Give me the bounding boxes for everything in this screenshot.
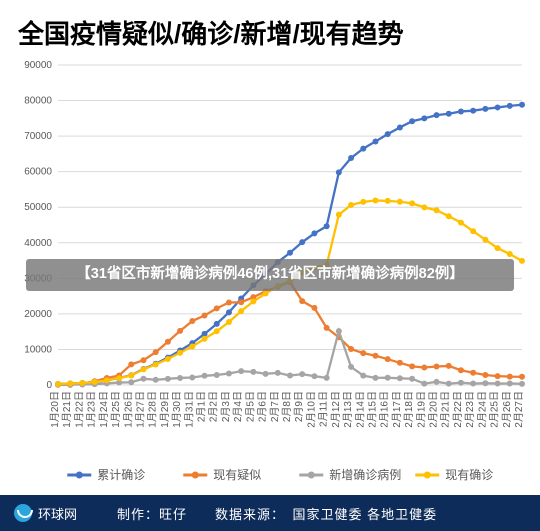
svg-text:1月26日: 1月26日	[122, 391, 134, 428]
svg-text:2月15日: 2月15日	[366, 391, 378, 428]
svg-text:2月10日: 2月10日	[305, 391, 317, 428]
page-title: 全国疫情疑似/确诊/新增/现有趋势	[0, 0, 540, 55]
svg-text:2月27日: 2月27日	[513, 391, 525, 428]
svg-text:2月6日: 2月6日	[257, 391, 269, 422]
svg-text:2月19日: 2月19日	[415, 391, 427, 428]
svg-text:现有疑似: 现有疑似	[213, 467, 261, 482]
svg-text:60000: 60000	[24, 167, 52, 178]
svg-text:2月11日: 2月11日	[318, 391, 330, 427]
svg-text:2月4日: 2月4日	[232, 391, 244, 422]
globe-icon	[14, 504, 32, 522]
svg-text:90000: 90000	[24, 60, 52, 71]
svg-text:2月12日: 2月12日	[330, 391, 342, 428]
svg-text:2月7日: 2月7日	[269, 391, 281, 422]
svg-text:1月23日: 1月23日	[86, 391, 98, 428]
svg-text:2月9日: 2月9日	[293, 391, 305, 422]
overlay-banner: 【31省区市新增确诊病例46例,31省区市新增确诊病例82例】	[26, 259, 514, 291]
svg-text:1月25日: 1月25日	[110, 391, 122, 428]
svg-text:2月2日: 2月2日	[208, 391, 220, 422]
svg-text:累计确诊: 累计确诊	[97, 468, 145, 482]
svg-text:1月28日: 1月28日	[147, 391, 159, 428]
svg-text:1月27日: 1月27日	[134, 391, 146, 428]
svg-text:2月24日: 2月24日	[476, 391, 488, 428]
svg-text:2月21日: 2月21日	[440, 391, 452, 428]
svg-text:2月13日: 2月13日	[342, 391, 354, 428]
footer-credit: 制作：旺仔 数据来源： 国家卫健委 各地卫健委	[117, 504, 437, 523]
svg-text:2月26日: 2月26日	[501, 391, 513, 428]
svg-text:1月24日: 1月24日	[98, 391, 110, 428]
svg-text:2月22日: 2月22日	[452, 391, 464, 428]
svg-text:10000: 10000	[24, 344, 52, 355]
svg-text:1月29日: 1月29日	[159, 391, 171, 428]
svg-text:1月31日: 1月31日	[183, 391, 195, 428]
footer-logo-text: 环球网	[38, 504, 77, 523]
chart-container: 0100002000030000400005000060000700008000…	[0, 55, 540, 495]
svg-text:2月17日: 2月17日	[391, 391, 403, 428]
svg-text:2月8日: 2月8日	[281, 391, 293, 422]
svg-text:现有确诊: 现有确诊	[445, 468, 493, 482]
svg-text:新增确诊病例: 新增确诊病例	[329, 467, 401, 482]
svg-text:40000: 40000	[24, 238, 52, 249]
svg-text:2月1日: 2月1日	[196, 391, 208, 422]
svg-text:50000: 50000	[24, 202, 52, 213]
svg-text:2月23日: 2月23日	[464, 391, 476, 428]
svg-text:1月21日: 1月21日	[61, 391, 73, 428]
svg-text:2月3日: 2月3日	[220, 391, 232, 422]
svg-text:1月22日: 1月22日	[73, 391, 85, 428]
svg-text:2月18日: 2月18日	[403, 391, 415, 428]
svg-text:1月20日: 1月20日	[49, 391, 61, 428]
svg-text:2月5日: 2月5日	[244, 391, 256, 422]
svg-text:2月20日: 2月20日	[428, 391, 440, 428]
svg-text:70000: 70000	[24, 131, 52, 142]
svg-text:2月25日: 2月25日	[489, 391, 501, 428]
footer-bar: 环球网 制作：旺仔 数据来源： 国家卫健委 各地卫健委	[0, 495, 540, 531]
svg-text:80000: 80000	[24, 96, 52, 107]
svg-text:2月16日: 2月16日	[379, 391, 391, 428]
footer-logo: 环球网	[0, 504, 91, 523]
svg-text:2月14日: 2月14日	[354, 391, 366, 428]
svg-text:20000: 20000	[24, 309, 52, 320]
svg-text:1月30日: 1月30日	[171, 391, 183, 428]
svg-text:0: 0	[46, 380, 52, 391]
